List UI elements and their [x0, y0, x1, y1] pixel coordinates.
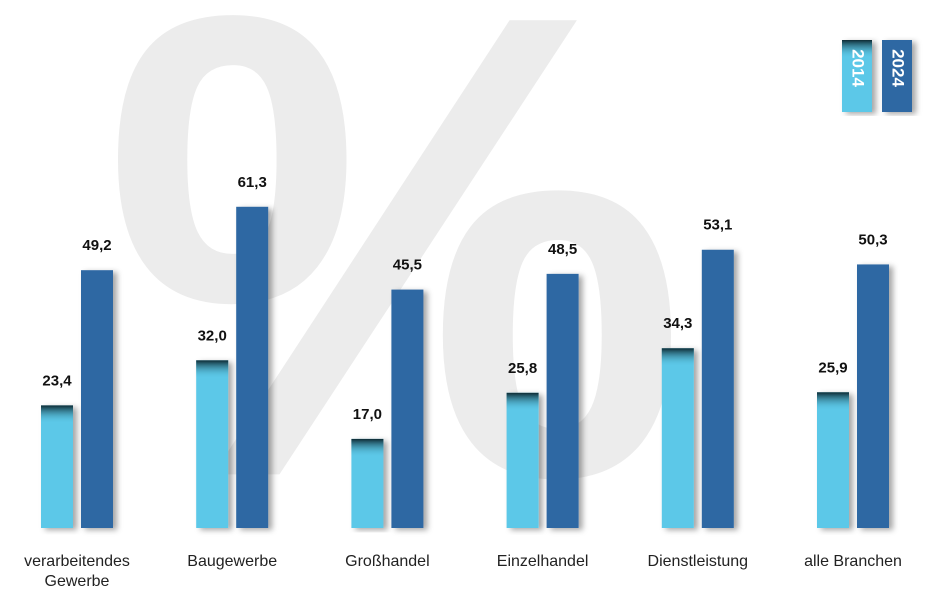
legend-label: 2014: [849, 49, 868, 87]
bar: [857, 264, 889, 528]
bar: [196, 360, 229, 528]
bar-highlight: [41, 405, 73, 424]
value-label: 32,0: [198, 327, 227, 344]
value-label: 23,4: [42, 372, 72, 389]
value-label: 45,5: [393, 257, 422, 274]
bar: [817, 392, 849, 528]
value-label: 49,2: [82, 237, 111, 254]
value-label: 48,5: [548, 241, 577, 258]
bar: [41, 405, 73, 528]
bar: [81, 270, 113, 528]
bar: [236, 206, 269, 528]
x-tick-label: alle Branchen: [804, 553, 902, 570]
legend-highlight: [842, 40, 872, 58]
value-label: 50,3: [858, 231, 887, 248]
bar-highlight: [661, 348, 694, 367]
x-tick-label: Großhandel: [345, 553, 430, 570]
bar-highlight: [506, 392, 539, 411]
bar: [701, 249, 734, 529]
bar: [391, 289, 424, 528]
value-label: 61,3: [238, 174, 267, 191]
value-label: 17,0: [353, 406, 382, 423]
value-label: 25,8: [508, 360, 537, 377]
bar: [506, 392, 539, 528]
bar: [661, 348, 694, 528]
value-label: 53,1: [703, 217, 732, 234]
bar-highlight: [196, 360, 229, 379]
value-label: 34,3: [663, 315, 692, 332]
x-tick-label: Dienstleistung: [647, 553, 749, 570]
value-label: 25,9: [818, 359, 847, 376]
x-tick-label: verarbeitendes Gewerbe: [24, 553, 130, 590]
legend-swatch: [882, 40, 912, 112]
bar-highlight: [817, 392, 849, 411]
bar-highlight: [351, 438, 384, 457]
x-tick-label: Baugewerbe: [187, 553, 278, 570]
x-tick-label: Einzelhandel: [496, 553, 589, 570]
legend-label: 2024: [889, 49, 908, 87]
bar: [546, 273, 579, 528]
